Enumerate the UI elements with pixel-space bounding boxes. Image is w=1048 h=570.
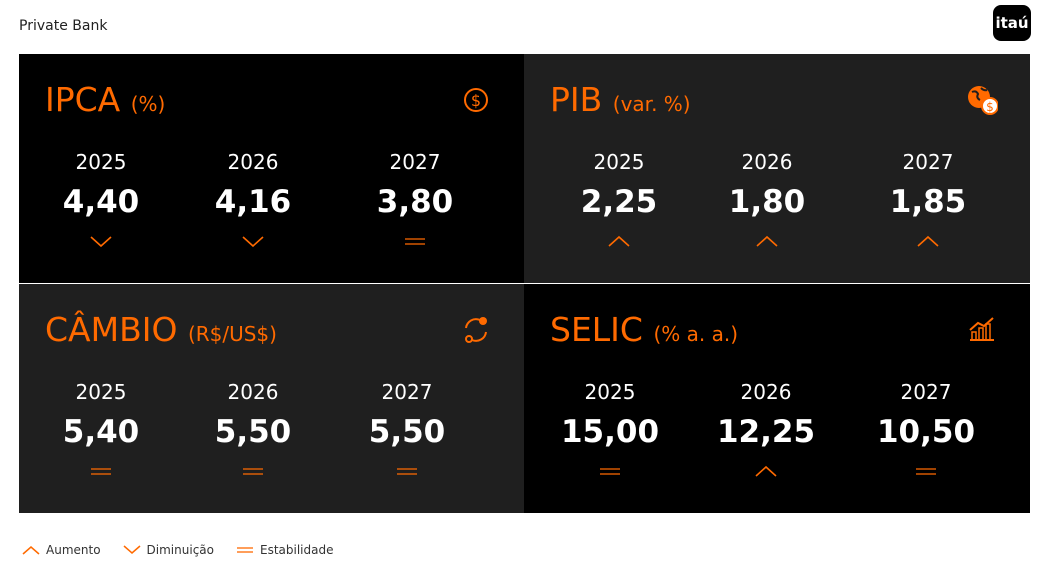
panel-selic: SELIC (% a. a.) 2025 15,00 2026 12,25 20… xyxy=(524,284,1030,513)
forecast-value: 4,40 xyxy=(62,184,140,220)
year-label: 2025 xyxy=(75,380,127,404)
panel-title: SELIC (% a. a.) xyxy=(550,310,738,349)
legend-stable: Estabilidade xyxy=(259,543,334,557)
year-label: 2027 xyxy=(900,380,952,404)
forecast-2027: 2027 3,80 xyxy=(350,150,480,248)
year-label: 2026 xyxy=(741,150,793,174)
trend-stable-icon xyxy=(916,468,936,475)
forecast-value: 5,40 xyxy=(62,414,140,450)
forecast-2025: 2025 4,40 xyxy=(36,150,166,248)
forecast-2026: 2026 4,16 xyxy=(188,150,318,248)
year-label: 2026 xyxy=(227,380,279,404)
chart-growth-icon xyxy=(969,317,994,341)
legend: Aumento Diminuição Estabilidade xyxy=(22,543,355,557)
trend-up-icon xyxy=(756,235,778,247)
year-label: 2025 xyxy=(584,380,636,404)
forecast-value: 10,50 xyxy=(876,414,976,450)
legend-up: Aumento xyxy=(46,543,101,557)
trend-stable-icon xyxy=(600,468,620,475)
forecast-2026: 2026 1,80 xyxy=(702,150,832,248)
title-unit: (%) xyxy=(130,92,166,116)
trend-up-icon xyxy=(917,235,939,247)
forecast-value: 12,25 xyxy=(716,414,816,450)
svg-text:$: $ xyxy=(986,100,994,114)
year-label: 2027 xyxy=(389,150,441,174)
trend-down-icon xyxy=(90,236,112,248)
trend-up-icon xyxy=(755,465,777,477)
forecast-2025: 2025 2,25 xyxy=(554,150,684,248)
title-text: PIB xyxy=(550,80,603,119)
forecast-value: 3,80 xyxy=(376,184,454,220)
forecast-value: 4,16 xyxy=(214,184,292,220)
arrow-down-icon xyxy=(123,545,141,554)
forecast-value: 2,25 xyxy=(580,184,658,220)
forecast-2025: 2025 5,40 xyxy=(36,380,166,478)
year-label: 2026 xyxy=(740,380,792,404)
arrow-up-icon xyxy=(22,546,40,555)
forecast-2027: 2027 1,85 xyxy=(863,150,993,248)
title-unit: (R$/US$) xyxy=(187,322,277,346)
forecast-value: 15,00 xyxy=(560,414,660,450)
trend-stable-icon xyxy=(397,468,417,475)
forecast-2027: 2027 5,50 xyxy=(342,380,472,478)
exchange-icon xyxy=(465,317,487,343)
title-text: IPCA xyxy=(45,80,121,119)
forecast-2027: 2027 10,50 xyxy=(861,380,991,478)
year-label: 2027 xyxy=(381,380,433,404)
trend-stable-icon xyxy=(405,238,425,245)
trend-stable-icon xyxy=(243,468,263,475)
globe-dollar-icon: $ xyxy=(968,86,998,115)
trend-up-icon xyxy=(608,235,630,247)
brand-label: Private Bank xyxy=(19,18,108,34)
forecast-2026: 2026 12,25 xyxy=(701,380,831,478)
itau-logo: itaú xyxy=(993,5,1031,41)
svg-text:$: $ xyxy=(471,91,481,110)
year-label: 2025 xyxy=(593,150,645,174)
title-unit: (% a. a.) xyxy=(653,322,739,346)
forecast-value: 1,85 xyxy=(889,184,967,220)
year-label: 2025 xyxy=(75,150,127,174)
forecast-2025: 2025 15,00 xyxy=(545,380,675,478)
legend-down: Diminuição xyxy=(146,543,214,557)
year-label: 2027 xyxy=(902,150,954,174)
forecast-value: 5,50 xyxy=(368,414,446,450)
panel-title: IPCA (%) xyxy=(45,80,165,119)
title-text: SELIC xyxy=(550,310,643,349)
dollar-coin-icon: $ xyxy=(464,88,488,112)
forecast-value: 5,50 xyxy=(214,414,292,450)
stable-icon xyxy=(236,547,253,553)
panel-title: PIB (var. %) xyxy=(550,80,691,119)
trend-stable-icon xyxy=(91,468,111,475)
panel-cambio: CÂMBIO (R$/US$) 2025 5,40 2026 5,50 2027… xyxy=(19,284,524,513)
panel-pib: PIB (var. %) $ 2025 2,25 2026 1,80 2027 1… xyxy=(524,54,1030,283)
forecast-value: 1,80 xyxy=(728,184,806,220)
trend-down-icon xyxy=(242,236,264,248)
title-text: CÂMBIO xyxy=(45,310,178,349)
panel-title: CÂMBIO (R$/US$) xyxy=(45,310,277,349)
title-unit: (var. %) xyxy=(612,92,691,116)
forecast-2026: 2026 5,50 xyxy=(188,380,318,478)
year-label: 2026 xyxy=(227,150,279,174)
panel-ipca: IPCA (%) $ 2025 4,40 2026 4,16 2027 3,80 xyxy=(19,54,524,283)
